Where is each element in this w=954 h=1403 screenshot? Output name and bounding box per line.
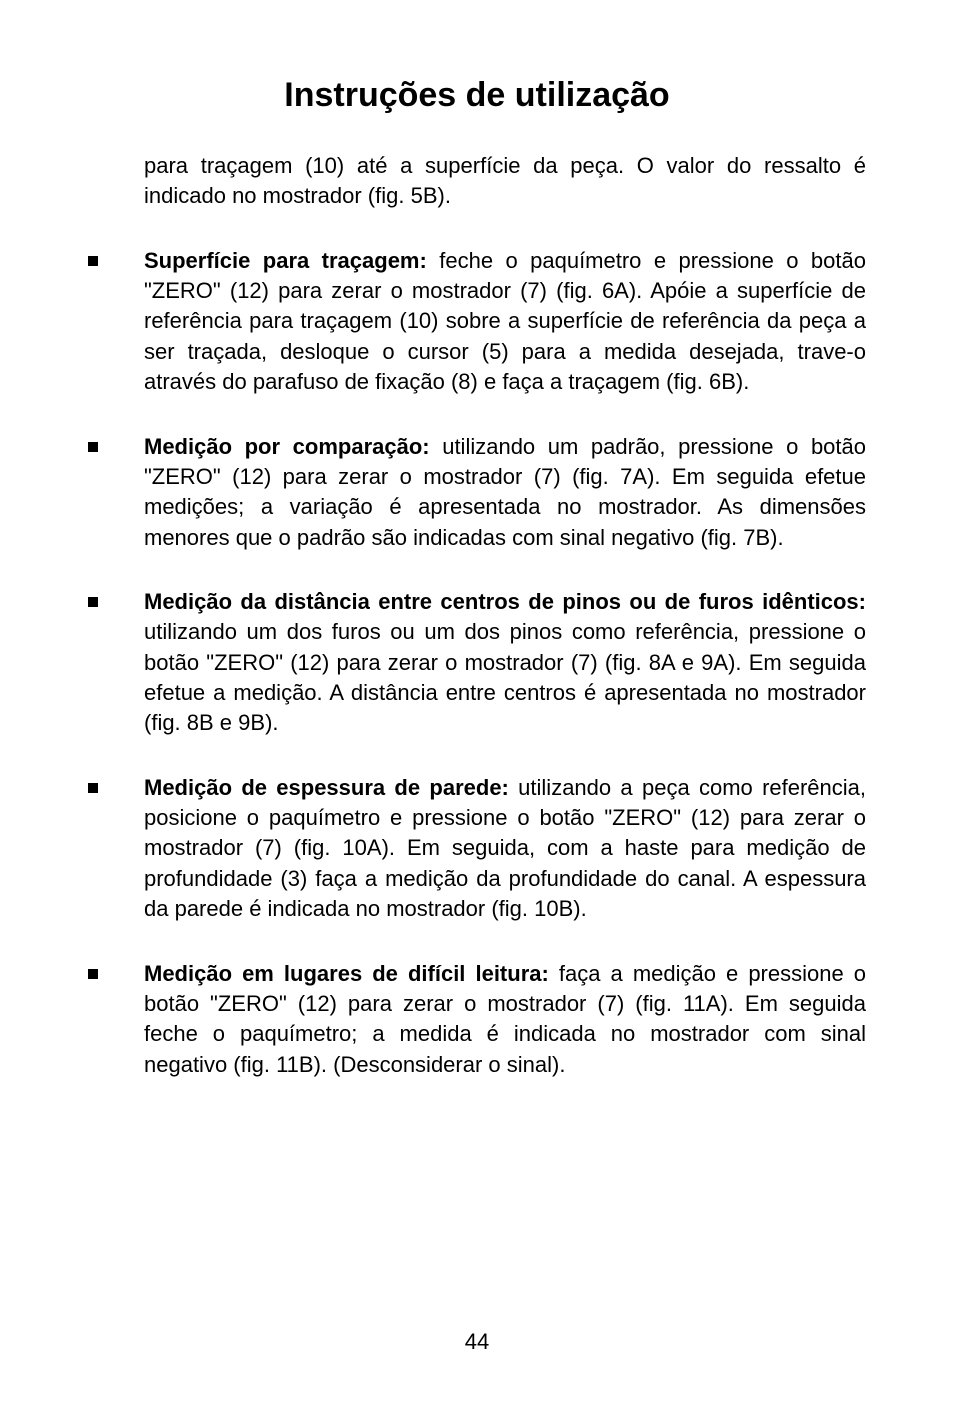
list-item-text: Medição de espessura de parede: utilizan… (144, 773, 866, 925)
document-page: Instruções de utilização para traçagem (… (0, 0, 954, 1154)
square-bullet-icon (88, 597, 98, 607)
list-item: Medição da distância entre centros de pi… (88, 587, 866, 739)
list-item-text: Medição em lugares de difícil leitura: f… (144, 959, 866, 1080)
item-body: utilizando um dos furos ou um dos pinos … (144, 619, 866, 735)
list-item: Medição de espessura de parede: utilizan… (88, 773, 866, 925)
square-bullet-icon (88, 969, 98, 979)
item-heading: Medição da distância entre centros de pi… (144, 589, 866, 614)
item-heading: Medição em lugares de difícil leitura: (144, 961, 549, 986)
page-title: Instruções de utilização (88, 76, 866, 115)
item-heading: Medição por comparação: (144, 434, 430, 459)
page-number: 44 (0, 1329, 954, 1355)
intro-paragraph: para traçagem (10) até a superfície da p… (144, 151, 866, 212)
list-item: Medição em lugares de difícil leitura: f… (88, 959, 866, 1080)
list-item-text: Medição por comparação: utilizando um pa… (144, 432, 866, 553)
list-item-text: Superfície para traçagem: feche o paquím… (144, 246, 866, 398)
list-item-text: Medição da distância entre centros de pi… (144, 587, 866, 739)
square-bullet-icon (88, 783, 98, 793)
item-heading: Superfície para traçagem: (144, 248, 427, 273)
list-item: Medição por comparação: utilizando um pa… (88, 432, 866, 553)
square-bullet-icon (88, 442, 98, 452)
item-heading: Medição de espessura de parede: (144, 775, 509, 800)
square-bullet-icon (88, 256, 98, 266)
list-item: Superfície para traçagem: feche o paquím… (88, 246, 866, 398)
